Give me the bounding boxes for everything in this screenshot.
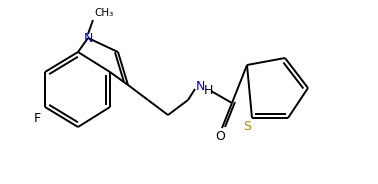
Text: CH₃: CH₃ bbox=[94, 8, 113, 18]
Text: H: H bbox=[203, 84, 213, 96]
Text: S: S bbox=[243, 121, 251, 134]
Text: F: F bbox=[33, 112, 40, 125]
Text: O: O bbox=[215, 130, 225, 142]
Text: N: N bbox=[83, 31, 93, 45]
Text: N: N bbox=[195, 81, 205, 93]
